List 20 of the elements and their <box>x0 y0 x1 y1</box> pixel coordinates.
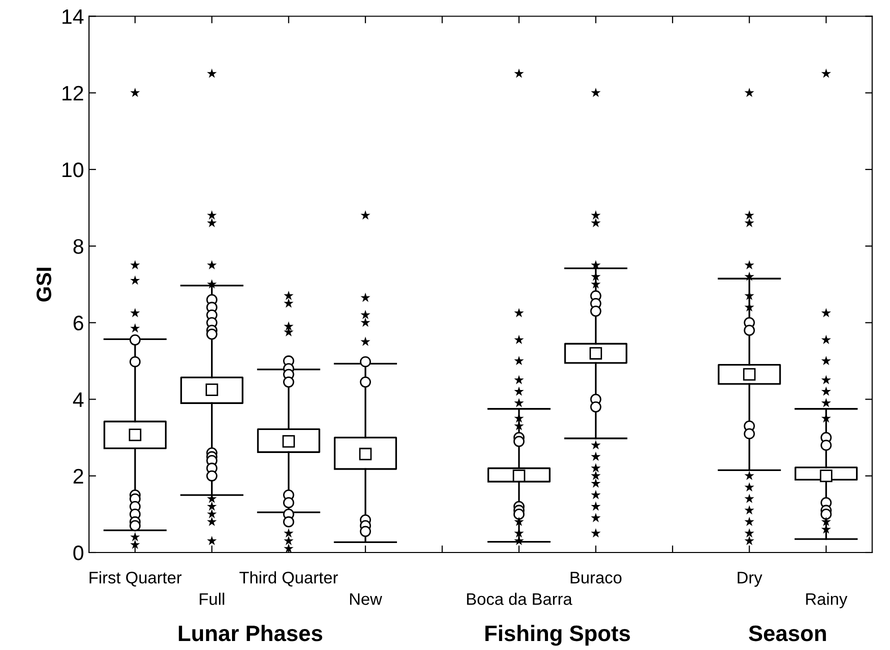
x-tick-label: Dry <box>738 572 762 587</box>
x-tick-label: New <box>350 593 382 605</box>
y-tick-label: 10 <box>62 162 84 178</box>
x-tick-label: Full <box>200 592 224 605</box>
y-axis-title: GSI <box>36 268 52 302</box>
y-tick-label: 12 <box>62 86 84 100</box>
y-tick-label: 14 <box>62 9 84 24</box>
y-tick-label: 6 <box>74 316 84 330</box>
x-tick-label: First Quarter <box>90 571 182 586</box>
y-tick-label: 2 <box>74 468 84 484</box>
x-tick-label: Boca da Barra <box>467 592 572 605</box>
y-tick-label: 4 <box>73 392 84 407</box>
x-tick-label: Third Quarter <box>239 571 338 586</box>
text: Lunar Phases <box>178 624 322 642</box>
text: Season <box>748 625 826 642</box>
x-tick-label: Buraco <box>570 572 622 584</box>
y-tick-label: 0 <box>73 546 84 560</box>
y-tick-label: 8 <box>73 239 84 254</box>
text: Fishing Spots <box>485 624 630 646</box>
x-tick-label: Rainy <box>806 592 848 608</box>
